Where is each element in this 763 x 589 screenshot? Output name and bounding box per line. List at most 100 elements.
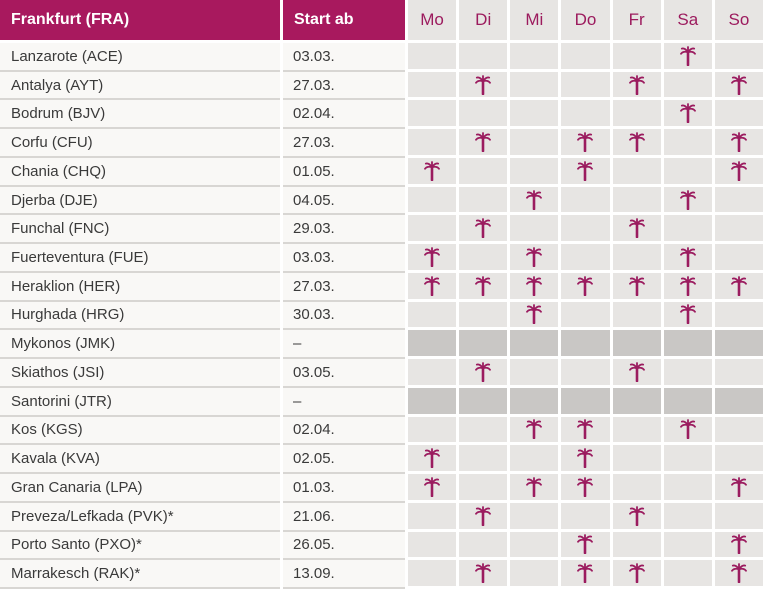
day-cell <box>510 43 559 72</box>
palm-tree-icon <box>424 160 440 181</box>
palm-tree-icon <box>475 362 492 382</box>
day-cell <box>459 502 508 532</box>
day-cell <box>663 244 712 273</box>
day-cell <box>714 474 763 503</box>
palm-tree-icon <box>526 419 543 440</box>
day-cell <box>714 330 763 360</box>
destination-cell: Porto Santo (PXO)* <box>0 531 280 561</box>
day-cell <box>561 330 610 360</box>
day-cell <box>408 474 457 503</box>
day-cell <box>510 272 559 302</box>
day-cell <box>408 445 457 475</box>
day-column-header-sa: Sa <box>663 0 712 43</box>
day-cell <box>459 186 508 216</box>
day-cell <box>408 531 457 561</box>
day-cell <box>561 100 610 130</box>
destination-cell: Fuerteventura (FUE) <box>0 244 280 273</box>
day-cell <box>663 129 712 158</box>
palm-tree-icon <box>526 247 543 268</box>
start-date-column-header: Start ab <box>283 0 405 43</box>
day-cell <box>510 301 559 331</box>
day-cell <box>408 330 457 360</box>
day-cell <box>663 531 712 561</box>
palm-tree-icon <box>577 448 594 469</box>
destination-cell: Djerba (DJE) <box>0 186 280 216</box>
day-cell <box>663 301 712 331</box>
day-cell <box>510 129 559 158</box>
day-cell <box>510 474 559 503</box>
day-cell <box>561 157 610 187</box>
palm-tree-icon <box>731 275 747 296</box>
day-cell <box>612 560 661 589</box>
day-cell <box>612 100 661 130</box>
destination-cell: Skiathos (JSI) <box>0 359 280 388</box>
day-cell <box>510 445 559 475</box>
day-cell <box>510 387 559 417</box>
start-date-cell: 03.03. <box>283 43 405 72</box>
palm-tree-icon <box>475 218 492 239</box>
palm-tree-icon <box>628 132 645 153</box>
palm-tree-icon <box>526 189 543 210</box>
palm-tree-icon <box>679 419 696 440</box>
day-cell <box>408 359 457 388</box>
day-cell <box>459 531 508 561</box>
palm-tree-icon <box>731 563 747 584</box>
day-cell <box>663 330 712 360</box>
palm-tree-icon <box>731 74 747 95</box>
day-cell <box>408 157 457 187</box>
start-date-cell: – <box>283 387 405 417</box>
day-cell <box>459 387 508 417</box>
destination-cell: Gran Canaria (LPA) <box>0 474 280 503</box>
day-cell <box>408 416 457 446</box>
palm-tree-icon <box>628 218 645 239</box>
day-cell <box>408 387 457 417</box>
start-date-cell: 02.04. <box>283 100 405 130</box>
day-cell <box>714 186 763 216</box>
day-cell <box>612 43 661 72</box>
day-cell <box>663 272 712 302</box>
day-cell <box>459 71 508 101</box>
destination-cell: Marrakesch (RAK)* <box>0 560 280 589</box>
day-column-header-mo: Mo <box>408 0 457 43</box>
destination-cell: Santorini (JTR) <box>0 387 280 417</box>
day-cell <box>663 71 712 101</box>
palm-tree-icon <box>679 103 696 124</box>
palm-tree-icon <box>475 563 492 584</box>
day-cell <box>612 157 661 187</box>
palm-tree-icon <box>526 275 543 296</box>
day-cell <box>459 100 508 130</box>
day-cell <box>561 186 610 216</box>
start-date-cell: 02.04. <box>283 416 405 446</box>
day-cell <box>408 186 457 216</box>
day-cell <box>612 416 661 446</box>
day-cell <box>714 301 763 331</box>
day-cell <box>459 560 508 589</box>
start-date-cell: 03.05. <box>283 359 405 388</box>
day-cell <box>459 244 508 273</box>
palm-tree-icon <box>679 247 696 268</box>
day-cell <box>663 359 712 388</box>
day-cell <box>408 560 457 589</box>
palm-tree-icon <box>628 563 645 584</box>
day-cell <box>663 100 712 130</box>
day-cell <box>714 157 763 187</box>
day-cell <box>561 301 610 331</box>
day-cell <box>663 474 712 503</box>
day-cell <box>714 129 763 158</box>
palm-tree-icon <box>475 505 492 526</box>
day-cell <box>612 215 661 245</box>
day-cell <box>459 157 508 187</box>
destination-cell: Funchal (FNC) <box>0 215 280 245</box>
day-cell <box>510 359 559 388</box>
start-date-cell: 26.05. <box>283 531 405 561</box>
day-cell <box>561 502 610 532</box>
day-column-header-fr: Fr <box>612 0 661 43</box>
palm-tree-icon <box>475 132 492 153</box>
start-date-cell: 04.05. <box>283 186 405 216</box>
destination-cell: Bodrum (BJV) <box>0 100 280 130</box>
day-column-header-do: Do <box>561 0 610 43</box>
day-cell <box>459 129 508 158</box>
day-cell <box>408 43 457 72</box>
start-date-cell: 01.03. <box>283 474 405 503</box>
